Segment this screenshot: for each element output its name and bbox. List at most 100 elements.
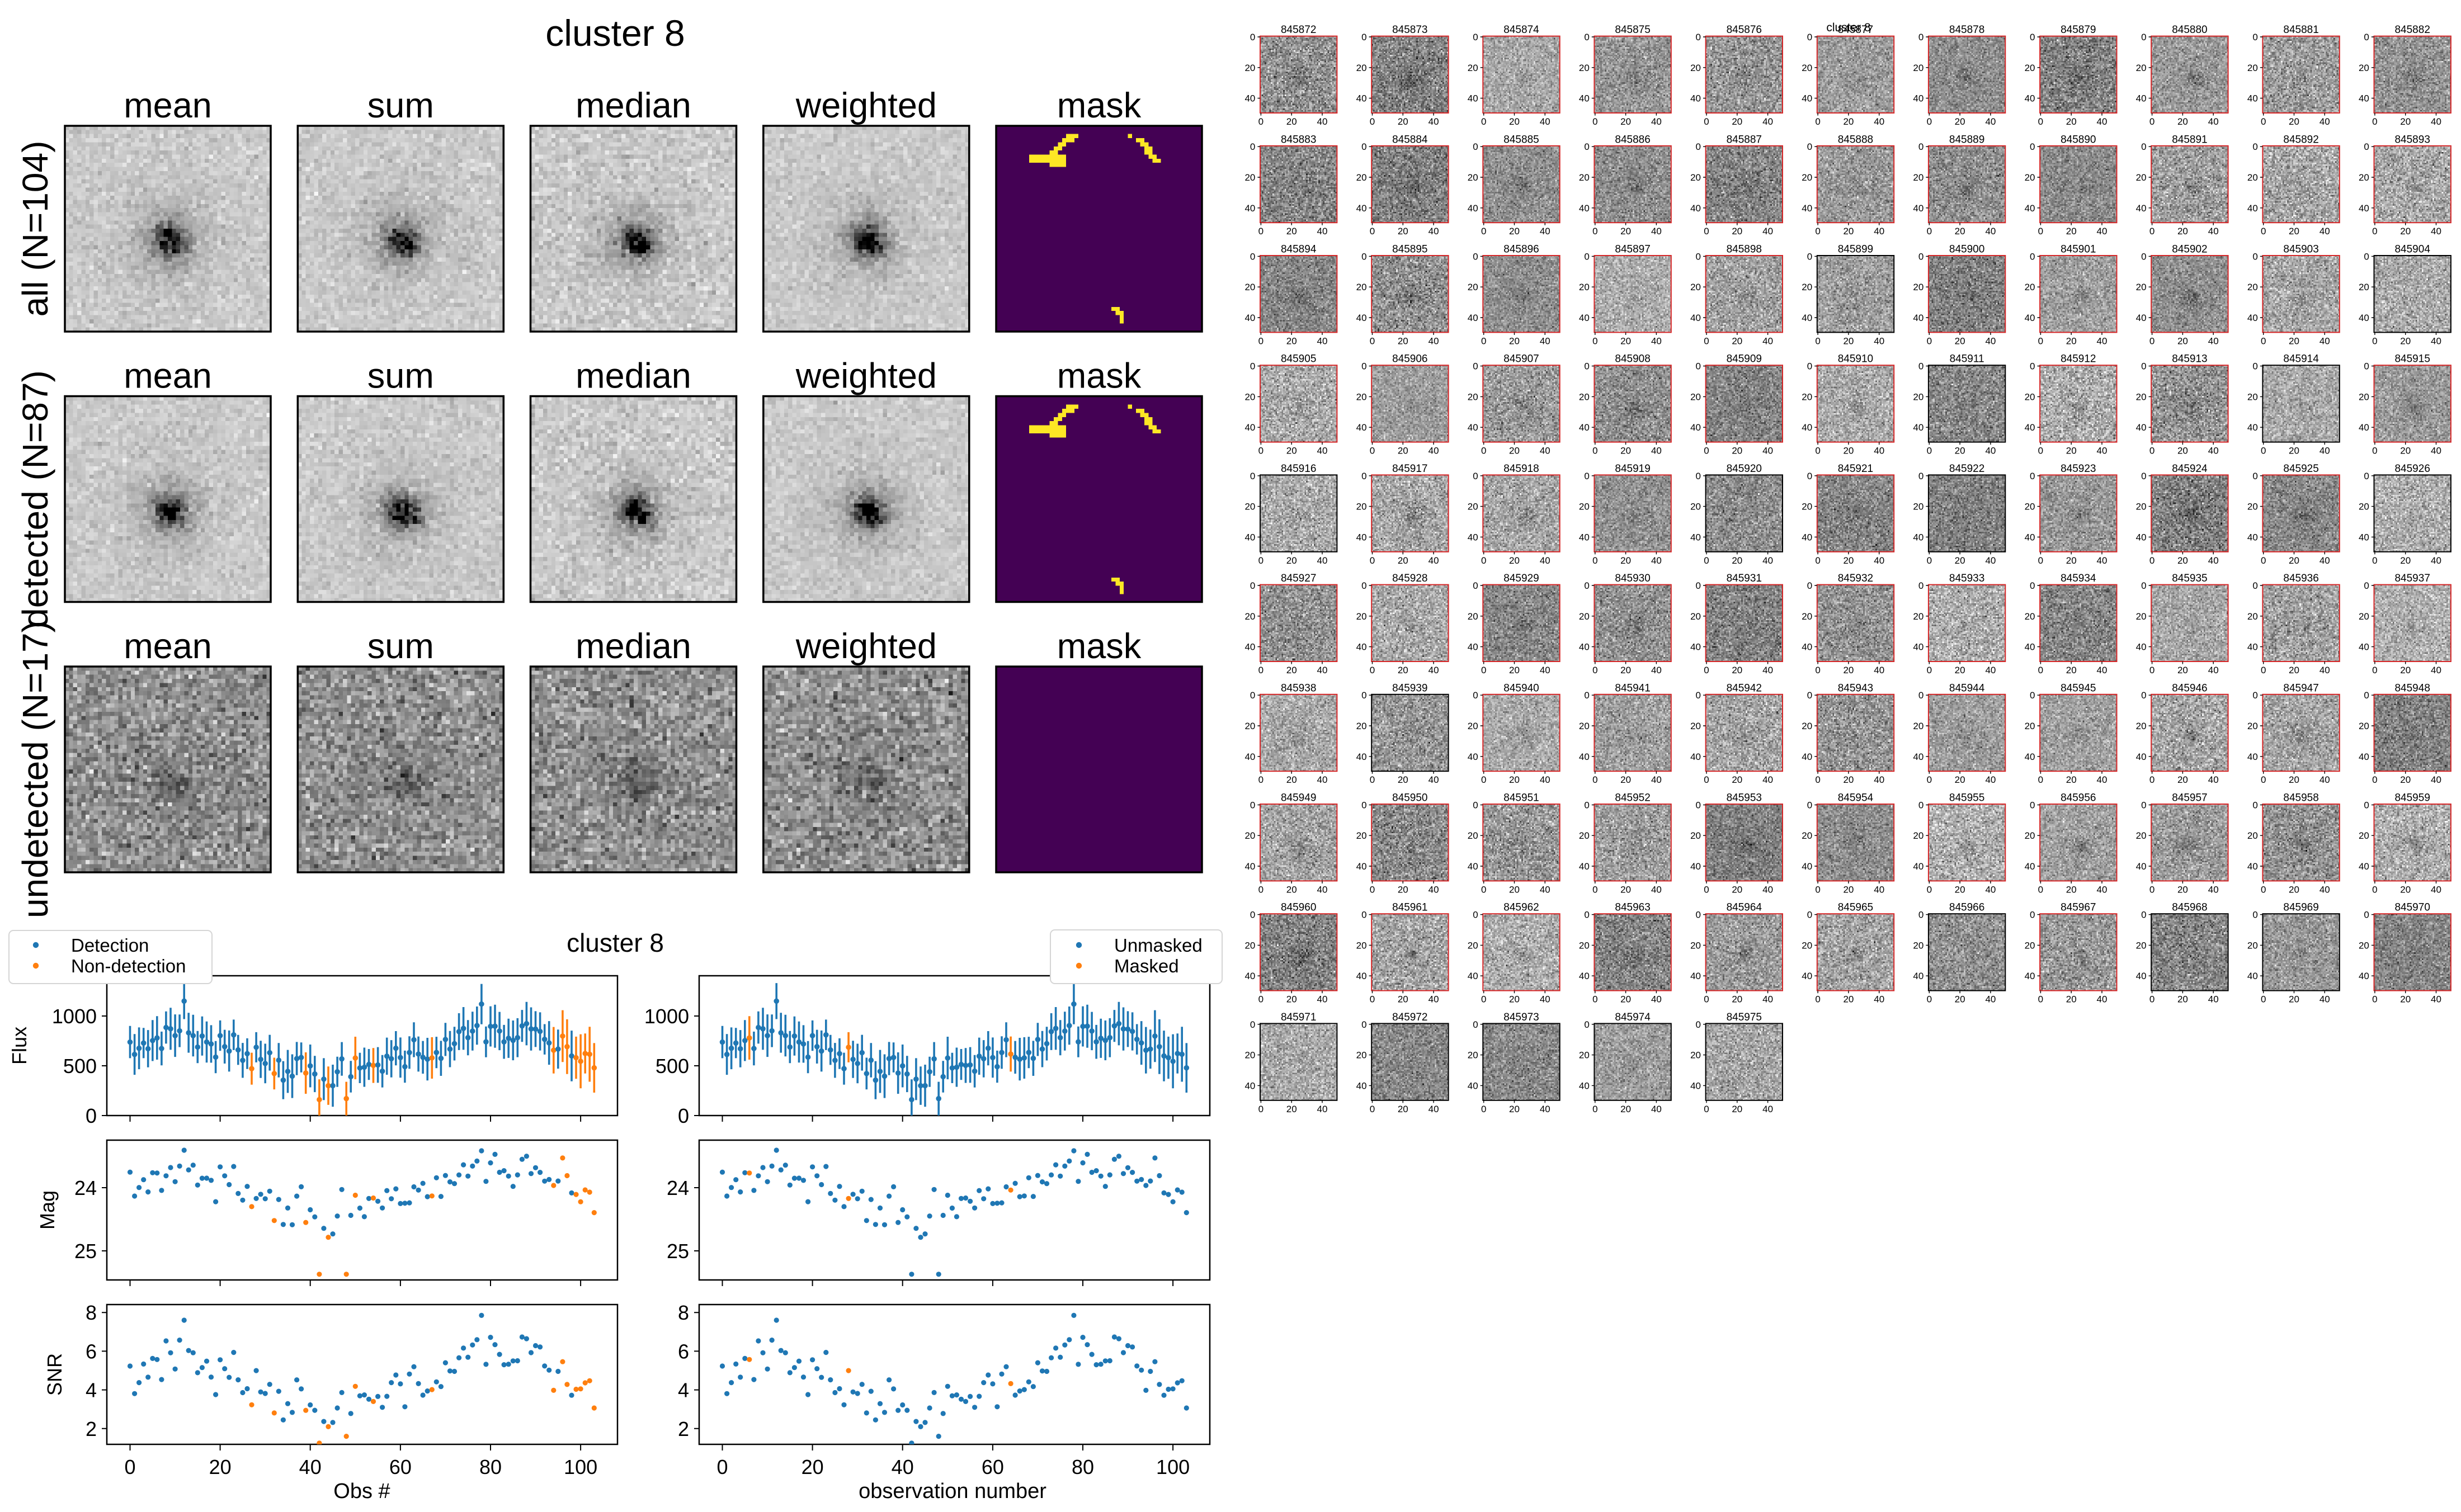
svg-text:20: 20 [2177,446,2188,456]
svg-text:0: 0 [1370,446,1375,456]
svg-text:20: 20 [1286,226,1297,237]
svg-text:0: 0 [1918,800,1923,810]
svg-text:0: 0 [1927,226,1932,237]
svg-text:40: 40 [1913,532,1923,542]
svg-text:845973: 845973 [1503,1012,1539,1023]
svg-text:845903: 845903 [2283,244,2318,256]
svg-text:40: 40 [1540,116,1550,127]
svg-text:0: 0 [1584,580,1589,591]
svg-text:0: 0 [1815,116,1820,127]
svg-text:20: 20 [1690,721,1701,731]
svg-text:0: 0 [1473,690,1478,701]
svg-text:20: 20 [2359,611,2369,622]
svg-text:40: 40 [2136,422,2147,433]
svg-text:20: 20 [1468,721,1478,731]
svg-text:20: 20 [1802,940,1812,951]
svg-text:20: 20 [2066,116,2077,127]
svg-text:0: 0 [1370,555,1375,566]
svg-text:20: 20 [1286,884,1297,895]
svg-text:20: 20 [1690,502,1701,512]
svg-text:0: 0 [2030,471,2035,481]
svg-text:40: 40 [1244,752,1255,762]
svg-text:20: 20 [1356,391,1367,402]
svg-text:0: 0 [1481,994,1486,1005]
svg-text:0: 0 [1592,116,1597,127]
svg-text:845893: 845893 [2394,134,2430,145]
svg-text:20: 20 [2247,611,2258,622]
svg-text:0: 0 [1370,116,1375,127]
svg-text:20: 20 [2289,116,2299,127]
svg-text:845925: 845925 [2283,463,2318,475]
svg-text:20: 20 [1620,446,1631,456]
svg-text:20: 20 [1356,611,1367,622]
svg-text:20: 20 [1356,282,1367,292]
svg-text:40: 40 [1985,226,1996,237]
svg-text:0: 0 [1927,555,1932,566]
svg-text:40: 40 [2431,446,2441,456]
svg-text:40: 40 [1468,1080,1478,1091]
svg-text:20: 20 [2177,665,2188,675]
svg-text:40: 40 [1356,532,1367,542]
svg-text:40: 40 [1579,203,1590,214]
svg-text:0: 0 [1696,800,1701,810]
svg-text:20: 20 [1913,940,1923,951]
svg-text:20: 20 [1690,282,1701,292]
svg-text:20: 20 [1579,1050,1590,1061]
svg-text:20: 20 [1509,665,1520,675]
svg-text:20: 20 [1732,555,1742,566]
svg-text:20: 20 [2359,502,2369,512]
svg-text:0: 0 [1361,32,1366,42]
svg-text:20: 20 [1690,830,1701,841]
svg-text:845966: 845966 [1949,902,1984,914]
svg-text:0: 0 [1584,1019,1589,1030]
svg-text:0: 0 [2038,446,2043,456]
svg-text:20: 20 [1286,774,1297,785]
svg-text:40: 40 [1874,116,1884,127]
svg-text:845960: 845960 [1281,902,1316,914]
svg-text:20: 20 [1913,721,1923,731]
svg-text:20: 20 [2289,774,2299,785]
svg-text:detected (N=87): detected (N=87) [15,370,55,628]
svg-text:0: 0 [1584,32,1589,42]
svg-text:20: 20 [1398,665,1408,675]
svg-text:40: 40 [1913,752,1923,762]
svg-text:0: 0 [1250,800,1255,810]
svg-text:845947: 845947 [2283,682,2318,694]
svg-text:0: 0 [2038,774,2043,785]
svg-text:0: 0 [2141,580,2146,591]
svg-text:0: 0 [2364,141,2369,152]
svg-text:20: 20 [2177,994,2188,1005]
svg-text:20: 20 [1509,446,1520,456]
svg-text:20: 20 [1398,336,1408,346]
svg-text:40: 40 [2136,752,2147,762]
svg-text:40: 40 [2208,446,2219,456]
svg-text:0: 0 [2252,690,2257,701]
svg-text:0: 0 [2149,116,2154,127]
svg-text:0: 0 [1258,555,1263,566]
svg-text:20: 20 [2289,226,2299,237]
svg-text:40: 40 [1874,446,1884,456]
svg-text:20: 20 [1244,721,1255,731]
svg-text:20: 20 [1690,940,1701,951]
svg-text:40: 40 [1762,555,1773,566]
svg-text:845882: 845882 [2394,24,2430,36]
svg-text:40: 40 [2097,665,2108,675]
svg-text:845884: 845884 [1392,134,1428,145]
svg-text:40: 40 [2208,336,2219,346]
svg-text:SNR: SNR [43,1353,66,1396]
svg-text:20: 20 [1356,172,1367,183]
svg-text:40: 40 [1317,994,1328,1005]
svg-text:20: 20 [1356,721,1367,731]
svg-text:20: 20 [1398,226,1408,237]
svg-text:undetected (N=17): undetected (N=17) [15,621,55,918]
svg-text:40: 40 [1317,446,1328,456]
svg-text:20: 20 [1509,1104,1520,1114]
svg-text:20: 20 [2289,555,2299,566]
svg-text:0: 0 [2364,361,2369,372]
svg-text:40: 40 [2136,203,2147,214]
svg-text:0: 0 [2038,994,2043,1005]
svg-text:0: 0 [1473,32,1478,42]
svg-text:40: 40 [2319,665,2330,675]
svg-text:1000: 1000 [644,1005,689,1028]
svg-text:0: 0 [1807,690,1812,701]
